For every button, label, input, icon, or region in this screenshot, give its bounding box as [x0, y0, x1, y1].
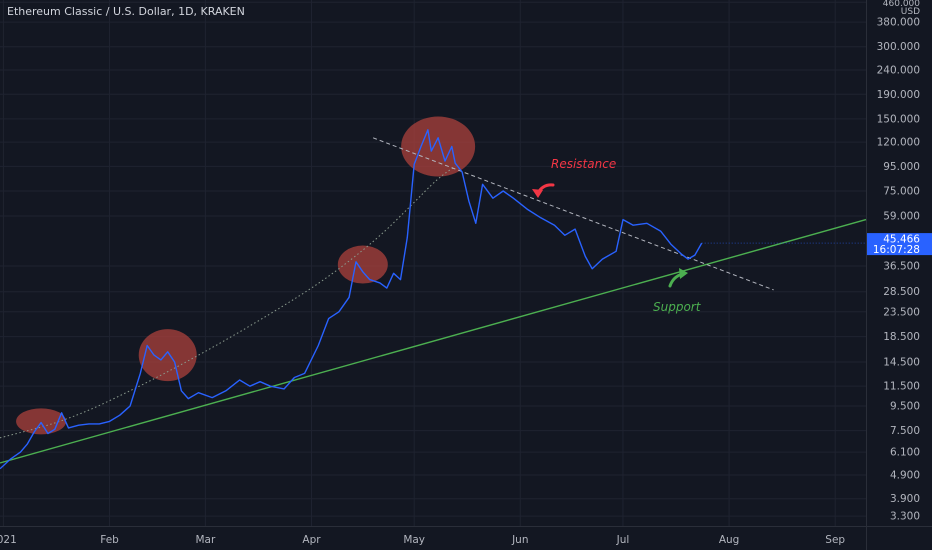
y-tick-label: 7.500	[890, 425, 920, 437]
x-tick-label: Jul	[616, 534, 630, 546]
x-tick-label: Mar	[195, 534, 215, 546]
resistance-trendline	[372, 137, 774, 291]
y-tick-label: 240.000	[877, 64, 920, 76]
x-tick-label: May	[403, 534, 425, 546]
chart-title: Ethereum Classic / U.S. Dollar, 1D, KRAK…	[7, 5, 245, 18]
resistance-arrowhead-icon	[532, 189, 543, 198]
y-tick-label: 75.000	[883, 186, 920, 198]
y-tick-label: 150.000	[877, 113, 920, 125]
y-tick-label: 9.500	[890, 401, 920, 413]
peak-highlight-circle	[138, 329, 197, 382]
parabolic-curve	[0, 165, 456, 439]
price-line	[0, 129, 703, 470]
support-arrowhead-icon	[679, 268, 688, 279]
price-badge-value: 45.466	[883, 234, 920, 246]
peak-highlight-circle	[337, 245, 388, 284]
grid	[0, 0, 866, 526]
y-tick-label: 460.000	[883, 0, 920, 9]
y-tick-label: 300.000	[877, 41, 920, 53]
y-tick-label: 23.500	[883, 306, 920, 318]
x-tick-label: Feb	[100, 534, 119, 546]
y-axis: 460.000 380.000 300.000 240.000 190.000 150.0…	[877, 0, 921, 523]
y-tick-label: 4.900	[890, 469, 920, 481]
y-tick-label: 59.000	[883, 210, 920, 222]
y-tick-label: 28.500	[883, 286, 920, 298]
x-axis: 2021 Feb Mar Apr May Jun Jul Aug Sep	[0, 534, 845, 546]
currency-label: USD	[901, 7, 920, 17]
y-tick-label: 95.000	[883, 161, 920, 173]
x-tick-label: Sep	[825, 534, 845, 546]
price-badge-bg	[867, 233, 932, 256]
y-tick-label: 190.000	[877, 89, 920, 101]
x-tick-label: 2021	[0, 534, 17, 546]
resistance-label: Resistance	[551, 157, 616, 171]
y-tick-label: 6.100	[890, 447, 920, 459]
y-tick-label: 14.500	[883, 357, 920, 369]
y-tick-label: 3.300	[890, 511, 920, 523]
support-trendline	[0, 218, 867, 464]
y-tick-label: 11.500	[883, 381, 920, 393]
peak-highlight-circle	[401, 116, 476, 177]
y-tick-label: 36.500	[883, 260, 920, 272]
y-tick-label: 120.000	[877, 137, 920, 149]
y-tick-label: 18.500	[883, 331, 920, 343]
y-tick-label: 3.900	[890, 493, 920, 505]
x-tick-label: Apr	[302, 534, 321, 546]
x-tick-label: Aug	[719, 534, 740, 546]
x-tick-label: Jun	[511, 534, 528, 546]
price-badge-countdown: 16:07:28	[873, 244, 920, 256]
support-label: Support	[653, 300, 702, 314]
peak-highlight-circle	[16, 408, 67, 435]
y-tick-label: 380.000	[877, 17, 920, 29]
